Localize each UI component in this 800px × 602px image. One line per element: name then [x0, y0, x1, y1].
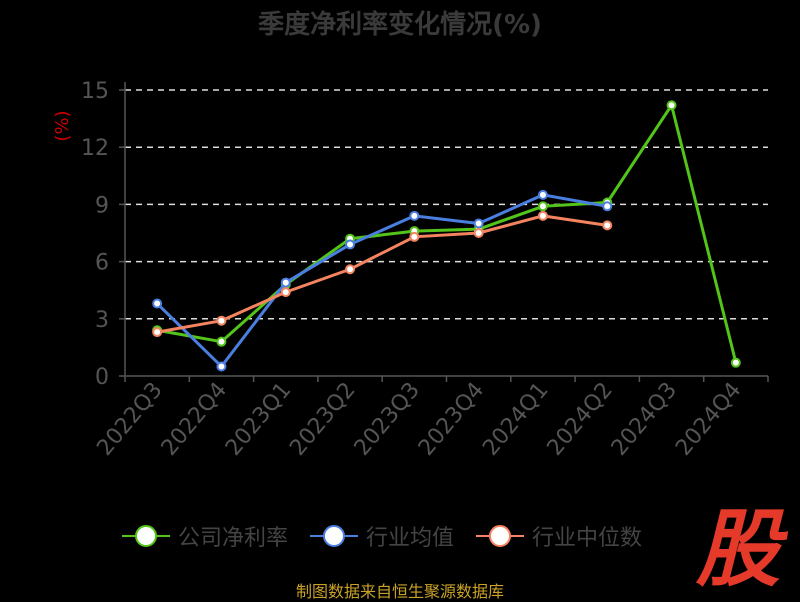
- brand-logo: 股: [695, 500, 788, 590]
- x-tick-label: 2023Q3: [350, 378, 425, 461]
- legend-label-industry-median: 行业中位数: [532, 526, 643, 551]
- series-line-0: [156, 103, 738, 364]
- axes: [119, 82, 769, 382]
- data-point[interactable]: [666, 100, 677, 111]
- svg-text:股: 股: [695, 500, 788, 590]
- x-tick-label: 2024Q3: [607, 378, 682, 461]
- legend-label-industry-avg: 行业均值: [366, 526, 455, 551]
- source-note: 制图数据来自恒生聚源数据库: [295, 582, 504, 601]
- data-point[interactable]: [280, 287, 291, 298]
- legend: 公司净利率 行业均值 行业中位数: [120, 518, 662, 554]
- y-tick-label: 15: [81, 79, 109, 104]
- x-tick-label: 2023Q4: [414, 378, 489, 461]
- y-tick-label: 3: [95, 308, 109, 333]
- x-tick-label: 2024Q2: [543, 378, 618, 461]
- data-point[interactable]: [152, 327, 163, 338]
- y-tick-label: 6: [95, 251, 109, 276]
- y-axis-label: (%): [52, 110, 73, 141]
- series-line-1: [156, 193, 608, 368]
- data-point[interactable]: [537, 210, 548, 221]
- data-point[interactable]: [409, 210, 420, 221]
- x-tick-label: 2022Q4: [157, 378, 232, 461]
- data-point[interactable]: [473, 228, 484, 238]
- data-point[interactable]: [537, 201, 548, 212]
- legend-item-industry-median[interactable]: 行业中位数: [474, 520, 642, 552]
- x-tick-label: 2024Q4: [671, 378, 746, 461]
- data-point[interactable]: [473, 218, 484, 229]
- chart-title: 季度净利率变化情况(%): [258, 10, 542, 40]
- y-tick-label: 0: [95, 365, 109, 390]
- x-tick-labels: 2022Q32022Q42023Q12023Q22023Q32023Q42024…: [92, 378, 746, 461]
- data-point[interactable]: [280, 277, 291, 288]
- x-tick-label: 2023Q1: [221, 378, 296, 461]
- data-point[interactable]: [602, 201, 613, 212]
- data-point[interactable]: [730, 357, 741, 368]
- x-tick-label: 2023Q2: [285, 378, 360, 461]
- x-tick-label: 2024Q1: [478, 378, 553, 461]
- legend-item-company[interactable]: 公司净利率: [120, 520, 288, 552]
- data-point[interactable]: [345, 239, 356, 250]
- series-lines: [152, 100, 741, 372]
- series-line-2: [156, 214, 608, 334]
- data-point[interactable]: [409, 231, 420, 242]
- data-point[interactable]: [602, 220, 613, 231]
- y-tick-label: 12: [81, 136, 109, 161]
- x-tick-label: 2022Q3: [92, 378, 167, 461]
- data-point[interactable]: [537, 189, 548, 200]
- y-tick-label: 9: [95, 193, 109, 218]
- data-point[interactable]: [216, 336, 227, 347]
- data-point[interactable]: [216, 315, 227, 326]
- grid-lines: [125, 89, 768, 320]
- data-point[interactable]: [152, 298, 163, 309]
- y-tick-labels: 0 3 6 9 12 15: [81, 79, 109, 390]
- legend-marker-company: [122, 525, 170, 547]
- legend-marker-industry-avg: [310, 525, 359, 547]
- data-point[interactable]: [216, 361, 227, 372]
- legend-item-industry-avg[interactable]: 行业均值: [308, 520, 454, 552]
- data-point[interactable]: [345, 264, 356, 275]
- legend-marker-industry-median: [476, 525, 525, 547]
- legend-label-company: 公司净利率: [178, 526, 289, 551]
